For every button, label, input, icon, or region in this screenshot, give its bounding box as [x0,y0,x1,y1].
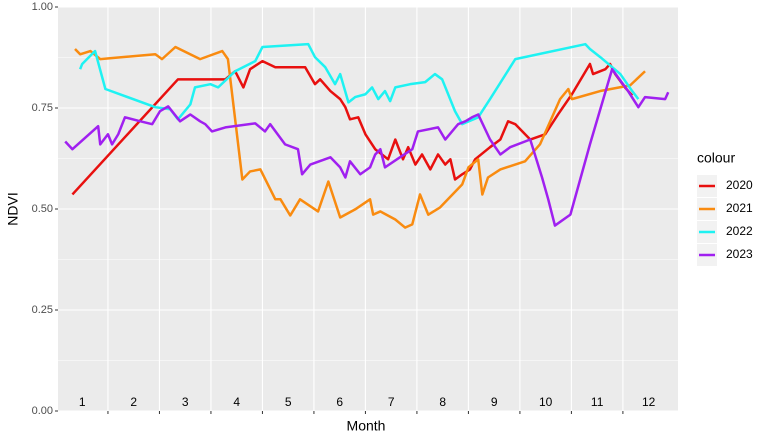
legend-title: colour [697,150,735,166]
month-label: 7 [388,395,395,409]
legend-label: 2023 [726,247,753,261]
month-label: 10 [539,395,553,409]
month-label: 11 [591,395,604,409]
y-axis-title: NDVI [5,192,21,225]
month-label: 4 [233,395,240,409]
month-label: 8 [439,395,446,409]
y-tick-label: 0.00 [32,405,53,417]
month-label: 5 [285,395,292,409]
month-label: 9 [491,395,498,409]
legend-label: 2021 [726,201,753,215]
month-label: 3 [182,395,189,409]
month-label: 2 [130,395,137,409]
legend-label: 2022 [726,224,753,238]
month-label: 6 [336,395,343,409]
series-line [64,67,670,227]
series-line [71,59,634,196]
month-label: 1 [79,395,86,409]
y-tick-label: 0.50 [32,203,53,215]
series-line [78,42,640,126]
month-label: 12 [642,395,656,409]
series-line [74,45,646,229]
y-tick-label: 0.75 [32,102,53,114]
x-axis-title: Month [347,418,386,434]
y-tick-label: 1.00 [32,1,53,13]
y-tick-label: 0.25 [32,304,53,316]
legend-label: 2020 [726,178,753,192]
